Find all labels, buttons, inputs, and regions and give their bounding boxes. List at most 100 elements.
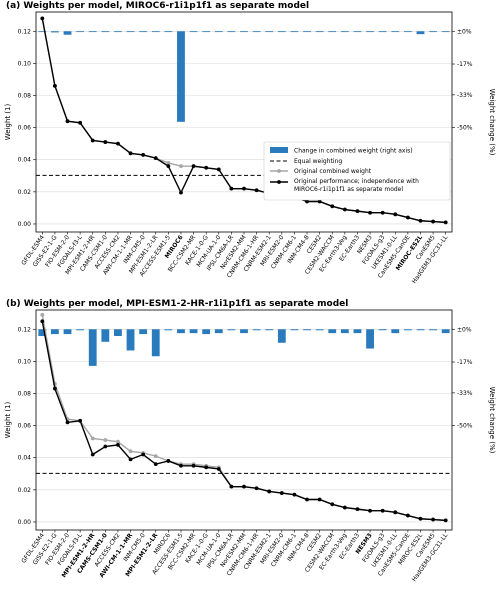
change-bar xyxy=(76,31,85,33)
new-weight-point xyxy=(380,210,385,215)
change-bar xyxy=(290,329,299,331)
change-bar xyxy=(177,31,185,122)
change-bar xyxy=(303,329,311,331)
new-weight-point xyxy=(141,153,146,157)
change-bar xyxy=(290,31,299,33)
change-bar xyxy=(101,31,110,33)
y-tick-label: 0.08 xyxy=(18,391,32,398)
y-tick-label: 0.04 xyxy=(18,157,32,164)
change-bar xyxy=(88,31,97,33)
change-bar xyxy=(38,31,47,33)
y-tick-label: 0.06 xyxy=(18,423,32,430)
new-weight-point xyxy=(292,492,297,497)
change-bar xyxy=(340,31,349,33)
new-weight-point xyxy=(166,164,171,169)
new-weight-point xyxy=(90,138,95,143)
y-tick-label: 0.12 xyxy=(18,326,32,333)
new-weight-point xyxy=(116,442,120,447)
legend-label-equal: Equal weighting xyxy=(294,158,342,165)
legend-swatch-bar xyxy=(270,147,288,153)
new-weight-point xyxy=(279,491,284,495)
change-bar xyxy=(265,31,274,33)
panel-title: (a) Weights per model, MIROC6-r1i1p1f1 a… xyxy=(6,1,309,11)
new-weight-point xyxy=(153,156,158,161)
new-weight-point xyxy=(431,219,435,224)
change-bar xyxy=(378,329,387,331)
change-bar xyxy=(51,329,59,335)
right-tick-label: -50% xyxy=(457,125,473,132)
change-bar xyxy=(416,31,425,35)
new-weight-point xyxy=(191,463,196,468)
change-bar xyxy=(403,31,412,33)
new-weight-point xyxy=(342,505,347,510)
y-tick-label: 0.00 xyxy=(18,519,32,526)
new-weight-point xyxy=(380,508,385,513)
change-bar xyxy=(227,329,236,331)
new-weight-point xyxy=(128,457,133,462)
new-weight-point xyxy=(204,465,209,470)
change-bar xyxy=(126,31,135,33)
change-bar xyxy=(416,329,425,331)
new-weight-point xyxy=(355,209,360,214)
new-weight-point xyxy=(65,420,70,425)
change-bar xyxy=(101,329,110,342)
new-weight-line xyxy=(41,321,446,522)
change-bar xyxy=(328,31,337,33)
new-weight-point xyxy=(78,418,83,423)
legend-label-new-line1: Original performance; independence with xyxy=(294,178,419,185)
new-weight-point xyxy=(443,518,448,523)
new-weight-point xyxy=(342,207,347,212)
panel-a-weights-miroc6: (a) Weights per model, MIROC6-r1i1p1f1 a… xyxy=(4,1,496,285)
right-tick-label: -50% xyxy=(457,423,473,430)
new-weight-point xyxy=(330,502,335,507)
right-tick-label: -17% xyxy=(457,359,473,366)
change-bar xyxy=(429,329,437,331)
new-weight-point xyxy=(179,463,183,468)
change-bar xyxy=(126,329,135,351)
new-weight-point xyxy=(418,218,423,223)
new-weight-point xyxy=(40,319,45,324)
change-bar xyxy=(214,31,223,33)
new-weight-point xyxy=(405,513,410,518)
new-weight-point xyxy=(393,212,398,217)
change-bar xyxy=(151,329,160,357)
original-weight-line xyxy=(41,314,446,522)
change-bar xyxy=(391,329,400,334)
legend-label-change: Change in combined weight (right axis) xyxy=(294,148,413,155)
right-tick-label: ±0% xyxy=(457,28,472,35)
change-bar xyxy=(189,31,198,33)
change-bar xyxy=(240,31,248,33)
new-weight-point xyxy=(305,497,309,502)
change-bar xyxy=(340,329,349,334)
new-weight-point xyxy=(204,165,209,170)
change-bar xyxy=(88,329,97,366)
change-bar xyxy=(277,329,286,343)
change-bar xyxy=(441,329,450,334)
original-weight-point xyxy=(103,438,108,442)
change-bar xyxy=(265,329,274,331)
plot-frame xyxy=(35,309,453,531)
new-weight-point xyxy=(431,517,435,522)
y-tick-label: 0.04 xyxy=(18,455,32,462)
new-weight-point xyxy=(116,141,120,146)
change-bar xyxy=(139,329,148,335)
y-tick-label: 0.02 xyxy=(18,487,32,494)
original-weight-point xyxy=(90,436,95,441)
legend-box xyxy=(263,141,451,201)
legend-swatch-new-point xyxy=(277,180,281,184)
change-bar xyxy=(441,31,450,33)
change-bar xyxy=(277,31,286,33)
original-weight-point xyxy=(166,161,171,165)
new-weight-point xyxy=(317,497,322,502)
new-weight-point xyxy=(368,210,372,215)
change-bar xyxy=(164,329,173,331)
new-weight-point xyxy=(443,220,448,225)
change-bar xyxy=(378,31,387,33)
change-bar xyxy=(303,31,311,33)
new-weight-point xyxy=(330,204,335,209)
original-weight-point xyxy=(128,449,133,454)
legend-label-original: Original combined weight xyxy=(294,168,372,175)
change-bar xyxy=(315,31,324,33)
y-axis-label: Weight (1) xyxy=(4,401,12,438)
